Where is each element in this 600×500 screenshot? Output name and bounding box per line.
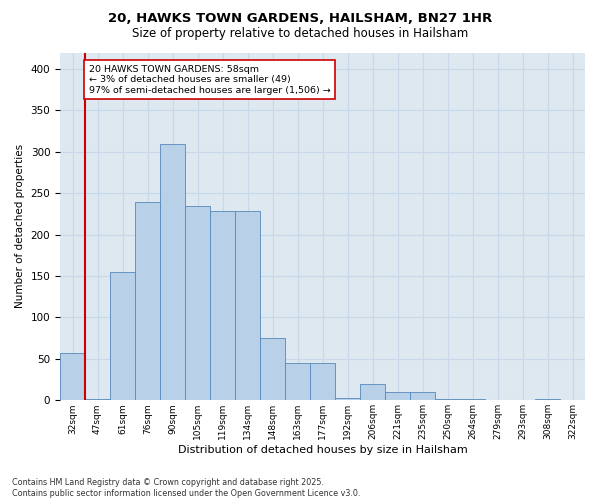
Bar — [385, 392, 410, 400]
Bar — [110, 272, 135, 400]
Bar — [60, 353, 85, 401]
Y-axis label: Number of detached properties: Number of detached properties — [15, 144, 25, 308]
Text: Size of property relative to detached houses in Hailsham: Size of property relative to detached ho… — [132, 28, 468, 40]
Text: 20, HAWKS TOWN GARDENS, HAILSHAM, BN27 1HR: 20, HAWKS TOWN GARDENS, HAILSHAM, BN27 1… — [108, 12, 492, 26]
Bar — [335, 398, 360, 400]
Bar — [360, 384, 385, 400]
Bar — [460, 398, 485, 400]
Text: Contains HM Land Registry data © Crown copyright and database right 2025.
Contai: Contains HM Land Registry data © Crown c… — [12, 478, 361, 498]
Bar — [435, 398, 460, 400]
Bar — [85, 398, 110, 400]
Bar — [185, 206, 210, 400]
Bar — [160, 144, 185, 400]
Bar — [285, 363, 310, 401]
Bar — [260, 338, 285, 400]
Bar — [135, 202, 160, 400]
Bar — [235, 212, 260, 400]
Bar — [210, 212, 235, 400]
Bar — [410, 392, 435, 400]
Text: 20 HAWKS TOWN GARDENS: 58sqm
← 3% of detached houses are smaller (49)
97% of sem: 20 HAWKS TOWN GARDENS: 58sqm ← 3% of det… — [89, 65, 331, 94]
X-axis label: Distribution of detached houses by size in Hailsham: Distribution of detached houses by size … — [178, 445, 467, 455]
Bar — [310, 363, 335, 401]
Bar — [535, 398, 560, 400]
